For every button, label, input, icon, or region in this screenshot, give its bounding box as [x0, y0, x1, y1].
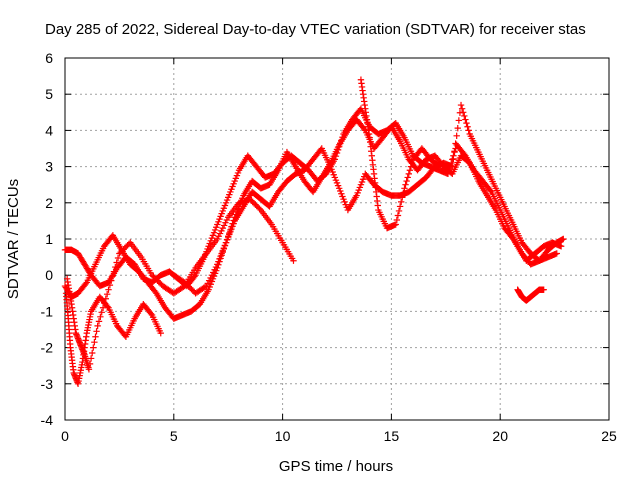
y-tick-label: -4: [41, 412, 54, 428]
data-point: [463, 119, 470, 127]
data-point: [395, 207, 403, 215]
x-tick-label: 5: [170, 428, 178, 444]
x-tick-label: 10: [275, 428, 291, 444]
data-point: [392, 221, 399, 228]
y-tick-label: -3: [41, 376, 54, 392]
data-point: [400, 189, 407, 197]
x-tick-label: 0: [61, 428, 69, 444]
data-points: [61, 76, 567, 387]
data-point: [86, 360, 94, 368]
data-point: [92, 333, 99, 340]
data-point: [403, 177, 410, 185]
data-point: [99, 304, 107, 311]
y-tick-label: 5: [45, 86, 53, 102]
series-track-4: [62, 290, 164, 387]
data-point: [103, 291, 111, 298]
data-point: [402, 181, 409, 188]
series-track-7: [514, 286, 547, 304]
data-point: [461, 112, 468, 120]
data-point: [453, 132, 460, 140]
data-point: [82, 280, 89, 287]
data-point: [147, 310, 155, 317]
x-tick-label: 25: [601, 428, 617, 444]
data-point: [458, 105, 466, 112]
data-point: [93, 328, 100, 335]
data-point: [106, 281, 114, 289]
data-point: [97, 313, 104, 321]
series-track-3: [63, 195, 297, 373]
y-tick-label: 4: [45, 122, 53, 138]
data-point: [110, 268, 118, 275]
grid-lines: [65, 58, 609, 420]
data-point: [406, 167, 414, 174]
data-point: [465, 127, 472, 134]
data-point: [487, 187, 494, 194]
data-point: [397, 198, 405, 206]
data-point: [455, 117, 463, 124]
data-point: [407, 163, 415, 170]
data-point: [401, 185, 408, 192]
data-point: [399, 194, 406, 201]
data-point: [460, 109, 467, 116]
data-point: [114, 254, 122, 262]
series-track-5: [170, 101, 560, 297]
data-point: [451, 148, 458, 155]
y-tick-label: 3: [45, 159, 53, 175]
data-point: [436, 163, 443, 170]
data-point: [109, 272, 116, 280]
data-point: [361, 125, 368, 133]
data-point: [290, 257, 297, 264]
x-axis-title: GPS time / hours: [279, 458, 393, 475]
data-point: [540, 286, 547, 293]
data-point: [108, 277, 115, 284]
series-track-6: [357, 76, 443, 232]
data-point: [454, 124, 461, 132]
data-point: [408, 159, 416, 167]
data-point: [404, 174, 411, 181]
x-tick-label: 20: [492, 428, 508, 444]
data-point: [396, 203, 404, 210]
y-tick-label: 1: [45, 231, 53, 247]
data-point: [449, 163, 456, 170]
series-track-2: [61, 116, 567, 322]
axis-ticks: 0 5 10 15 20 25 -4 -3 -2 -1 0 1 2 3 4 5 6: [41, 50, 617, 444]
data-point: [462, 116, 469, 123]
y-tick-label: 0: [45, 267, 53, 283]
y-tick-label: -1: [41, 303, 54, 319]
data-point: [464, 123, 471, 130]
data-point: [557, 243, 565, 250]
data-point: [89, 349, 96, 357]
data-point: [393, 216, 401, 224]
data-point: [91, 338, 98, 346]
data-point: [560, 235, 567, 243]
x-tick-label: 15: [384, 428, 400, 444]
data-point: [553, 250, 560, 257]
y-tick-label: 2: [45, 195, 53, 211]
data-point: [113, 259, 120, 266]
chart-title: Day 285 of 2022, Sidereal Day-to-day VTE…: [45, 21, 586, 38]
data-point: [105, 286, 112, 293]
data-point: [98, 309, 105, 316]
data-point: [450, 155, 457, 163]
data-point: [87, 355, 95, 362]
data-point: [157, 329, 164, 337]
data-point: [90, 344, 97, 351]
data-point: [394, 212, 402, 219]
data-point: [112, 263, 119, 271]
data-point: [405, 170, 413, 178]
data-point: [201, 283, 209, 291]
data-point: [452, 140, 459, 147]
y-tick-label: -2: [41, 340, 54, 356]
data-point: [457, 101, 465, 109]
data-point: [434, 162, 442, 169]
data-point: [104, 303, 111, 310]
y-axis-title: SDTVAR / TECUs: [5, 179, 22, 299]
y-tick-label: 6: [45, 50, 53, 66]
data-point: [94, 322, 101, 330]
data-point: [95, 318, 103, 325]
data-point: [85, 366, 93, 373]
